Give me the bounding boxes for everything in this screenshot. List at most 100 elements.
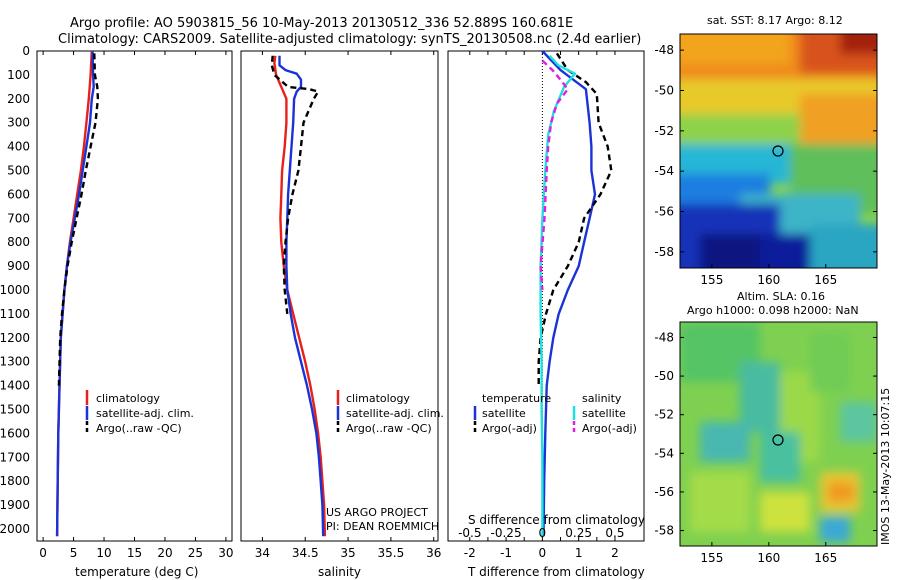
- x-tick-label: 10: [96, 546, 111, 560]
- legend-argo-raw: Argo(..raw -QC): [96, 422, 182, 435]
- lon-tick-label: 165: [814, 273, 837, 287]
- depth-tick-label: 100: [7, 68, 30, 82]
- depth-tick-label: 200: [7, 92, 30, 106]
- s-difference-ticks: -0.5 -0.25 0 0.25 0.5: [458, 526, 624, 540]
- s-tick-label: 0: [539, 526, 547, 540]
- depth-tick-label: 1300: [0, 355, 30, 369]
- lon-tick-label: 165: [814, 551, 837, 565]
- salinity-x-label: salinity: [318, 565, 361, 579]
- legend-climatology: climatology: [96, 392, 160, 405]
- depth-tick-label: 1500: [0, 403, 30, 417]
- salinity-profile-lines: [270, 55, 327, 537]
- lat-tick-label: -52: [654, 408, 674, 422]
- temperature-satellite-line: [541, 50, 597, 537]
- depth-tick-label: 1900: [0, 498, 30, 512]
- legend-satellite-adj: satellite-adj. clim.: [346, 407, 444, 420]
- legend-argo-raw: Argo(..raw -QC): [346, 422, 432, 435]
- x-tick-label: 30: [218, 546, 233, 560]
- lat-tick-label: -58: [654, 245, 674, 259]
- pi-annotation: PI: DEAN ROEMMICH: [326, 520, 439, 533]
- depth-tick-label: 1400: [0, 379, 30, 393]
- s-tick-label: -0.5: [458, 526, 481, 540]
- x-tick-label: 36: [426, 546, 441, 560]
- difference-panel: -2 -1 0 1 2 T difference from climatology S …: [447, 50, 645, 579]
- x-tick-label: 2: [611, 546, 619, 560]
- depth-tick-label: 1700: [0, 450, 30, 464]
- legend-climatology: climatology: [346, 392, 410, 405]
- lat-tick-label: -50: [654, 369, 674, 383]
- temperature-panel: 0 5 10 15 20 25 30 temperature (deg C) climato…: [36, 50, 234, 579]
- x-tick-label: 35.5: [378, 546, 405, 560]
- x-tick-label: -2: [464, 546, 476, 560]
- imos-timestamp: IMOS 13-May-2013 10:07:15: [879, 388, 892, 545]
- difference-legend: temperature satellite Argo(-adj) salinit…: [473, 392, 637, 435]
- lat-tick-label: -54: [654, 164, 674, 178]
- legend-salinity-title: salinity: [582, 392, 622, 405]
- s-tick-label: 0.25: [565, 526, 592, 540]
- temperature-x-label: temperature (deg C): [75, 565, 198, 579]
- x-tick-label: 34.5: [292, 546, 319, 560]
- argo-raw-qc--line: [57, 53, 100, 386]
- lon-tick-label: 160: [757, 551, 780, 565]
- lat-tick-label: -56: [654, 205, 674, 219]
- salinity-satellite-line: [539, 54, 577, 537]
- depth-tick-label: 400: [7, 140, 30, 154]
- project-annotation: US ARGO PROJECT: [326, 506, 428, 519]
- x-tick-label: 0: [539, 546, 547, 560]
- temperature-plot-frame: [36, 50, 233, 542]
- depth-tick-label: 1200: [0, 331, 30, 345]
- s-tick-label: 0.5: [605, 526, 624, 540]
- salinity-panel: 34 34.5 35 35.5 36 salinity climatology sate…: [240, 50, 444, 579]
- depth-tick-label: 900: [7, 259, 30, 273]
- climatology-line: [273, 55, 327, 537]
- satellite-adj-clim--line: [55, 50, 95, 537]
- x-tick-label: 35: [340, 546, 355, 560]
- legend-temperature-title: temperature: [482, 392, 551, 405]
- argo-float-marker: [772, 145, 784, 157]
- lon-tick-label: 155: [700, 551, 723, 565]
- sla-map: Altim. SLA: 0.16 Argo h1000: 0.098 h2000…: [654, 290, 892, 565]
- depth-tick-label: 800: [7, 235, 30, 249]
- depth-tick-label: 600: [7, 187, 30, 201]
- lat-tick-label: -56: [654, 485, 674, 499]
- lat-tick-label: -52: [654, 124, 674, 138]
- x-tick-label: 1: [575, 546, 583, 560]
- s-difference-label: S difference from climatology: [468, 513, 645, 527]
- temperature-legend: climatology satellite-adj. clim. Argo(..…: [85, 390, 194, 435]
- header-title-line2: Climatology: CARS2009. Satellite-adjuste…: [58, 32, 641, 47]
- legend-s-satellite: satellite: [582, 407, 626, 420]
- temperature-x-ticks: 0 5 10 15 20 25 30: [39, 51, 234, 560]
- legend-satellite-adj: satellite-adj. clim.: [96, 407, 194, 420]
- x-tick-label: 5: [70, 546, 78, 560]
- lon-tick-label: 160: [757, 273, 780, 287]
- lat-tick-label: -48: [654, 330, 674, 344]
- sst-map-title: sat. SST: 8.17 Argo: 8.12: [707, 14, 843, 27]
- legend-t-argo: Argo(-adj): [482, 422, 537, 435]
- depth-tick-label: 500: [7, 164, 30, 178]
- depth-tick-label: 700: [7, 211, 30, 225]
- x-tick-label: 20: [157, 546, 172, 560]
- depth-axis: 0 100 200 300 400 500 600 700 800 900 1000 1100 1200…: [0, 44, 644, 536]
- s-tick-label: -0.25: [491, 526, 522, 540]
- depth-tick-label: 300: [7, 116, 30, 130]
- salinity-argo-adj--line: [539, 59, 569, 291]
- argo-raw-qc--line: [270, 55, 320, 315]
- sla-map-title2: Argo h1000: 0.098 h2000: NaN: [687, 304, 859, 317]
- legend-s-argo: Argo(-adj): [582, 422, 637, 435]
- salinity-legend: climatology satellite-adj. clim. Argo(..…: [336, 390, 444, 435]
- lon-tick-label: 155: [700, 273, 723, 287]
- x-tick-label: 0: [39, 546, 47, 560]
- lat-tick-label: -58: [654, 524, 674, 538]
- depth-tick-label: 1600: [0, 426, 30, 440]
- x-tick-label: 34: [255, 546, 270, 560]
- difference-profile-lines: [537, 50, 613, 537]
- depth-tick-label: 2000: [0, 522, 30, 536]
- temperature-profile-lines: [55, 50, 100, 537]
- x-tick-label: 25: [188, 546, 203, 560]
- x-tick-label: 15: [127, 546, 142, 560]
- lat-tick-label: -48: [654, 43, 674, 57]
- difference-x-ticks: -2 -1 0 1 2: [464, 51, 619, 560]
- lat-tick-label: -54: [654, 446, 674, 460]
- header-title-line1: Argo profile: AO 5903815_56 10-May-2013 …: [70, 16, 573, 31]
